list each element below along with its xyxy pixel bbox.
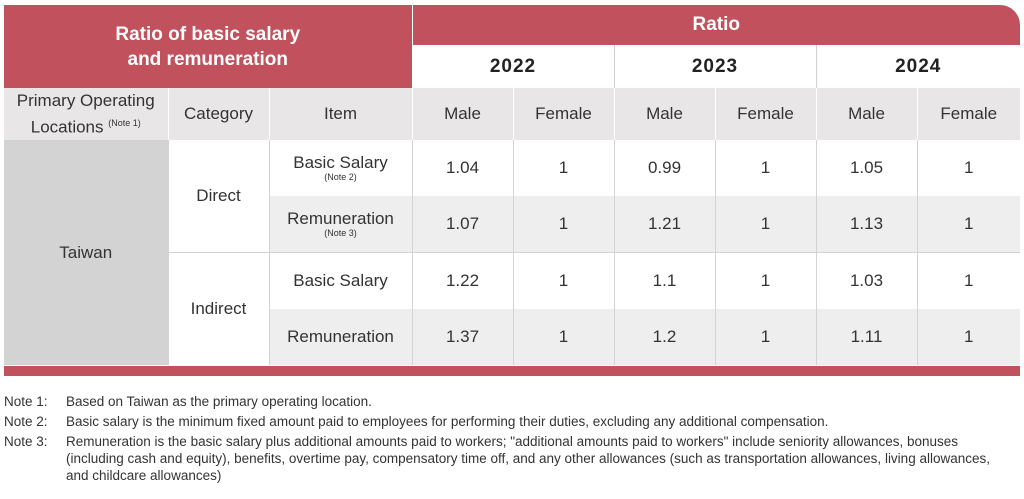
value-cell: 1.13 (815, 196, 917, 253)
item-note: (Note 2) (324, 172, 357, 182)
item-cell: Remuneration (Note 3) (269, 196, 413, 253)
item-note: (Note 3) (324, 228, 357, 238)
footnote-3: Note 3: Remuneration is the basic salary… (4, 433, 1014, 484)
item-label: Remuneration (287, 209, 394, 228)
location-cell: Taiwan (4, 140, 168, 365)
footnote-1: Note 1: Based on Taiwan as the primary o… (4, 393, 1014, 410)
value-cell: 1 (714, 196, 816, 253)
footnote-text: Basic salary is the minimum fixed amount… (66, 414, 829, 429)
value-cell: 1 (512, 140, 614, 196)
value-cell: 1 (512, 196, 614, 253)
location-header-note: (Note 1) (108, 117, 141, 128)
item-label: Basic Salary (293, 153, 388, 172)
value-cell: 1 (512, 309, 614, 365)
column-header-male-2022: Male (411, 88, 513, 140)
value-cell: 1 (512, 252, 614, 309)
table-row: Remuneration (Note 3) 1.07 1 1.21 1 1.13… (4, 196, 1020, 253)
value-cell: 1.11 (815, 309, 917, 365)
column-header-female-2024: Female (916, 88, 1020, 140)
footnote-label: Note 1: (4, 394, 48, 409)
footnote-label: Note 3: (4, 434, 48, 449)
value-cell: 1.37 (411, 309, 513, 365)
salary-ratio-table-wrap: Ratio of basic salary and remuneration R… (4, 5, 1020, 365)
table-title-line1: Ratio of basic salary (115, 23, 301, 45)
value-cell: 1.03 (815, 252, 917, 309)
footnote-text: Remuneration is the basic salary plus ad… (66, 434, 990, 483)
table-row: Taiwan Direct Basic Salary (Note 2) 1.04… (4, 140, 1020, 365)
location-header-label: Primary Operating Locations (16, 90, 155, 137)
value-cell: 1 (916, 309, 1020, 365)
table-title-line2: and remuneration (127, 48, 288, 70)
item-cell: Basic Salary (Note 2) (269, 140, 413, 196)
year-header-2022: 2022 (411, 45, 614, 88)
footnote-text: Based on Taiwan as the primary operating… (66, 394, 372, 409)
value-cell: 1 (916, 140, 1020, 196)
item-cell: Remuneration (269, 309, 413, 365)
table-row: Indirect Basic Salary 1.22 1 1.1 1 1.03 … (4, 252, 1020, 365)
value-cell: 1.21 (613, 196, 715, 253)
column-header-male-2023: Male (613, 88, 715, 140)
column-header-male-2024: Male (815, 88, 917, 140)
ratio-header: Ratio (412, 5, 1020, 46)
value-cell: 1 (916, 252, 1020, 309)
value-cell: 0.99 (613, 140, 715, 196)
footnotes: Note 1: Based on Taiwan as the primary o… (4, 393, 1014, 487)
category-cell-indirect: Indirect (167, 252, 270, 365)
value-cell: 1.2 (613, 309, 715, 365)
table-bottom-bar (4, 366, 1020, 376)
value-cell: 1.07 (411, 196, 513, 253)
year-header-2023: 2023 (613, 45, 816, 88)
table-row: Remuneration 1.37 1 1.2 1 1.11 1 (4, 309, 1020, 365)
column-header-female-2022: Female (512, 88, 614, 140)
year-header-2024: 2024 (815, 45, 1020, 88)
value-cell: 1 (714, 309, 816, 365)
value-cell: 1 (714, 252, 816, 309)
value-cell: 1 (714, 140, 816, 196)
value-cell: 1.1 (613, 252, 715, 309)
value-cell: 1 (916, 196, 1020, 253)
column-header-item: Item (268, 88, 412, 140)
column-header-category: Category (167, 88, 269, 140)
salary-ratio-table: Ratio of basic salary and remuneration R… (4, 5, 1020, 365)
value-cell: 1.05 (815, 140, 917, 196)
value-cell: 1.22 (411, 252, 513, 309)
table-title: Ratio of basic salary and remuneration (4, 5, 413, 88)
column-header-location: Primary Operating Locations (Note 1) (4, 88, 168, 140)
column-header-female-2023: Female (714, 88, 816, 140)
category-cell-direct: Direct (167, 140, 270, 253)
item-cell: Basic Salary (269, 252, 413, 309)
value-cell: 1.04 (411, 140, 513, 196)
footnote-2: Note 2: Basic salary is the minimum fixe… (4, 413, 1014, 430)
footnote-label: Note 2: (4, 414, 48, 429)
